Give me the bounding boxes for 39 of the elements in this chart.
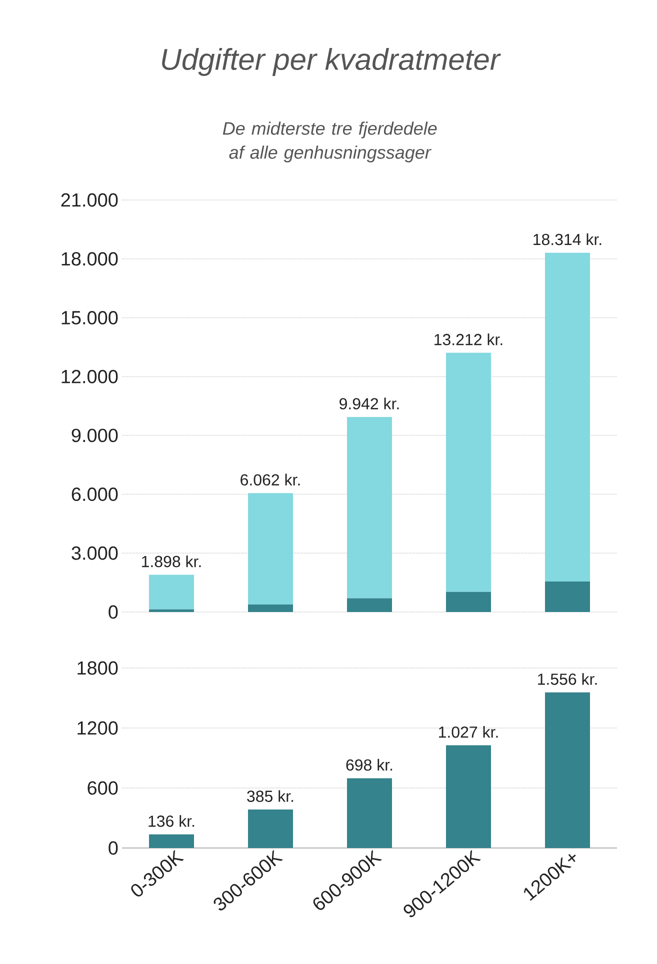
bar: [148, 574, 194, 610]
bar: [446, 352, 491, 592]
total-label: 1.898 kr.: [142, 555, 201, 568]
total-label: 13.212 kr.: [434, 334, 502, 346]
y-tick-label: 0: [108, 841, 118, 855]
bar: [346, 416, 392, 598]
bar: [446, 745, 491, 848]
y-tick-label: 600: [88, 781, 118, 795]
bar: [149, 834, 194, 848]
bar: [544, 252, 590, 582]
chart-subtitle: De midterste tre fjerdedele af alle genhusningssager: [222, 122, 437, 162]
bar: [248, 493, 293, 604]
y-tick-label: 1800: [78, 661, 118, 675]
y-tick-label: 18.000: [62, 252, 118, 266]
y-tick-label: 1200: [78, 721, 118, 735]
data-label: 698 kr.: [346, 758, 392, 771]
bar: [248, 604, 293, 612]
total-label: 6.062 kr.: [240, 474, 300, 486]
bar: [544, 692, 590, 848]
bar: [346, 778, 392, 848]
total-label: 18.314 kr.: [534, 233, 602, 246]
y-tick-label: 9.000: [72, 428, 118, 442]
data-label: 1.027 kr.: [439, 726, 498, 738]
bar: [248, 810, 293, 848]
bar: [346, 598, 392, 612]
data-label: 136 kr.: [148, 815, 194, 827]
y-tick-label: 15.000: [62, 310, 118, 324]
data-label: 385 kr.: [247, 790, 294, 802]
bar: [544, 581, 590, 612]
data-label: 1.556 kr.: [538, 673, 597, 685]
y-tick-label: 21.000: [61, 193, 118, 207]
chart-title: Udgifter per kvadratmeter: [162, 48, 501, 76]
total-label: 9.942 kr.: [340, 398, 399, 410]
y-tick-label: 12.000: [62, 370, 118, 384]
y-tick-label: 0: [108, 605, 118, 619]
bar: [148, 609, 194, 612]
y-tick-label: 3.000: [72, 546, 118, 560]
bar: [446, 592, 491, 612]
y-tick-label: 6.000: [72, 488, 118, 502]
